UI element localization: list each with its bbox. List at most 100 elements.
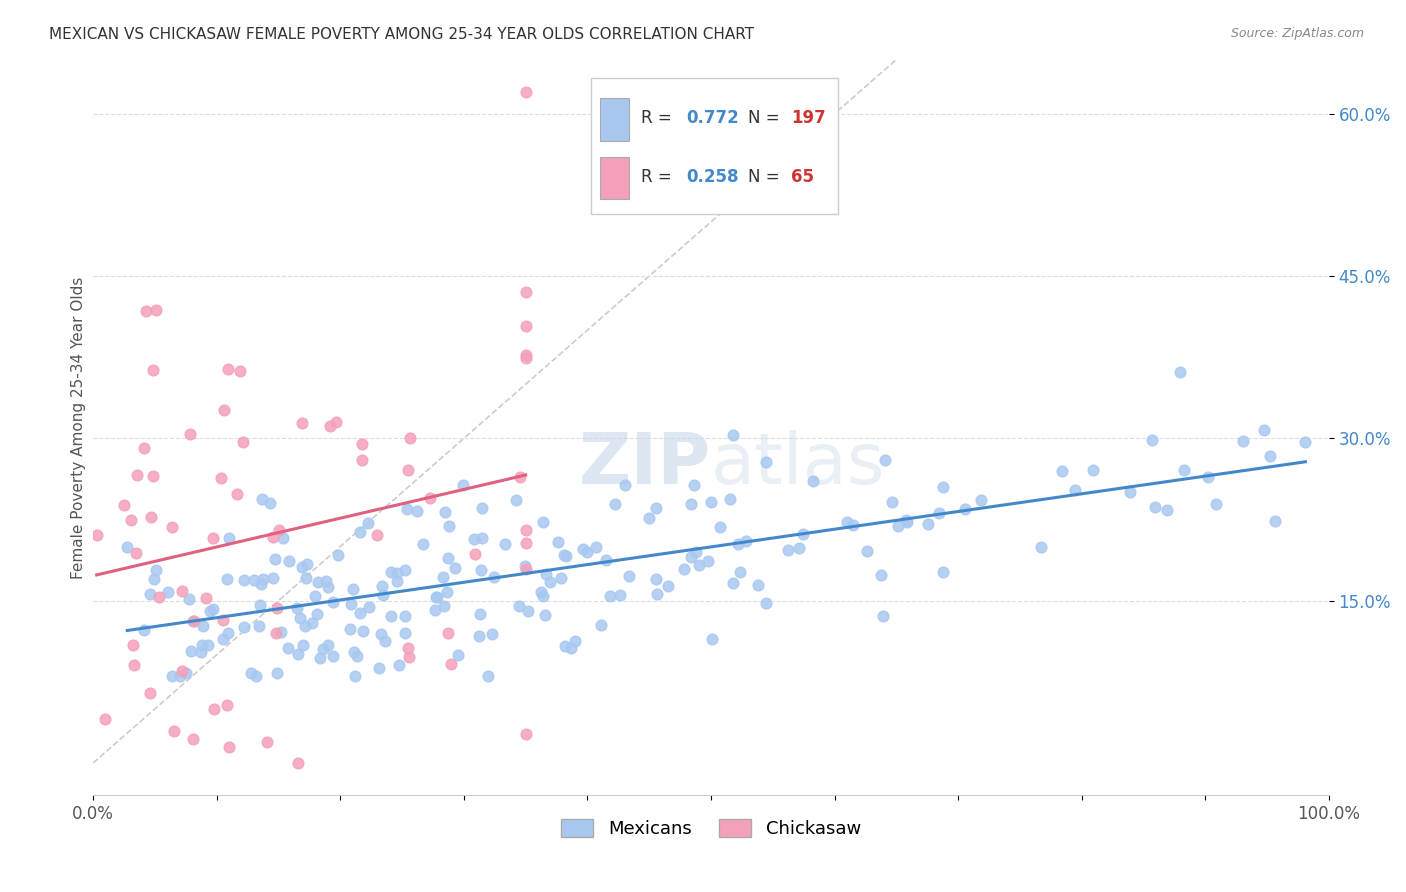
Point xyxy=(872,608,894,623)
Point xyxy=(285,601,308,615)
Point xyxy=(349,525,371,540)
Point xyxy=(702,632,724,647)
Point xyxy=(470,563,492,577)
Point xyxy=(233,574,256,588)
Point xyxy=(233,620,256,634)
Point xyxy=(142,573,165,587)
Point xyxy=(515,318,537,333)
Point xyxy=(505,492,527,507)
Point xyxy=(917,516,939,531)
Point xyxy=(250,492,273,507)
Point xyxy=(614,478,637,492)
Point xyxy=(217,625,239,640)
Point xyxy=(605,497,627,511)
Point xyxy=(93,712,115,726)
Point xyxy=(374,634,396,648)
Point xyxy=(477,669,499,683)
Point xyxy=(179,427,201,442)
Point xyxy=(139,509,162,524)
Point xyxy=(560,640,582,655)
Point xyxy=(343,645,366,659)
Point xyxy=(405,504,427,518)
Point xyxy=(394,608,416,623)
Point xyxy=(245,669,267,683)
Point xyxy=(896,515,918,529)
Point xyxy=(291,560,314,574)
Point xyxy=(515,524,537,538)
Point xyxy=(412,537,434,551)
Point xyxy=(470,607,492,622)
Point xyxy=(122,658,145,673)
Point xyxy=(209,471,232,485)
Point xyxy=(638,510,661,524)
Point xyxy=(1232,434,1254,449)
Point xyxy=(553,548,575,562)
Point xyxy=(304,589,326,603)
Point xyxy=(513,559,536,574)
Point xyxy=(464,547,486,561)
Point xyxy=(1258,449,1281,463)
Point xyxy=(252,572,274,586)
Point xyxy=(145,302,167,317)
Point xyxy=(385,566,408,580)
Point xyxy=(645,500,668,515)
Point xyxy=(326,548,349,562)
Point xyxy=(201,531,224,545)
FancyBboxPatch shape xyxy=(600,157,630,200)
Point xyxy=(754,596,776,610)
Point xyxy=(709,519,731,533)
Point xyxy=(1173,463,1195,477)
Point xyxy=(217,361,239,376)
Point xyxy=(318,580,340,594)
Point xyxy=(315,574,337,588)
Point xyxy=(250,577,273,591)
Point xyxy=(970,493,993,508)
FancyBboxPatch shape xyxy=(600,98,630,141)
Point xyxy=(1168,365,1191,379)
Point xyxy=(269,523,291,537)
Point xyxy=(855,543,877,558)
Point xyxy=(437,550,460,565)
Point xyxy=(217,572,239,586)
Point xyxy=(1264,514,1286,528)
Point xyxy=(191,619,214,633)
Point xyxy=(112,499,135,513)
Point xyxy=(183,731,205,746)
Point xyxy=(169,669,191,683)
Point xyxy=(394,563,416,577)
Point xyxy=(256,735,278,749)
Text: 0.258: 0.258 xyxy=(686,169,738,186)
Point xyxy=(200,604,222,618)
Point xyxy=(218,740,240,755)
Point xyxy=(398,649,420,664)
Point xyxy=(370,627,392,641)
Point xyxy=(339,622,361,636)
Point xyxy=(160,669,183,683)
Point xyxy=(295,557,318,571)
Point xyxy=(515,536,537,550)
Point xyxy=(191,639,214,653)
Point xyxy=(346,648,368,663)
Point xyxy=(672,562,695,576)
Point xyxy=(617,569,640,583)
Point xyxy=(576,544,599,558)
Point xyxy=(681,550,703,565)
Point xyxy=(842,518,865,533)
Point xyxy=(163,724,186,739)
Point xyxy=(571,542,593,557)
Point xyxy=(747,578,769,592)
Point xyxy=(515,561,537,575)
Point xyxy=(481,627,503,641)
Point xyxy=(183,614,205,628)
Point xyxy=(534,566,557,581)
Point xyxy=(366,528,388,542)
Point xyxy=(1142,433,1164,447)
Point xyxy=(194,591,217,606)
Point xyxy=(181,614,204,628)
Point xyxy=(316,638,339,652)
Point xyxy=(755,455,778,469)
Point xyxy=(225,487,247,501)
Point xyxy=(217,698,239,713)
Point xyxy=(307,607,329,622)
Point xyxy=(264,551,287,566)
